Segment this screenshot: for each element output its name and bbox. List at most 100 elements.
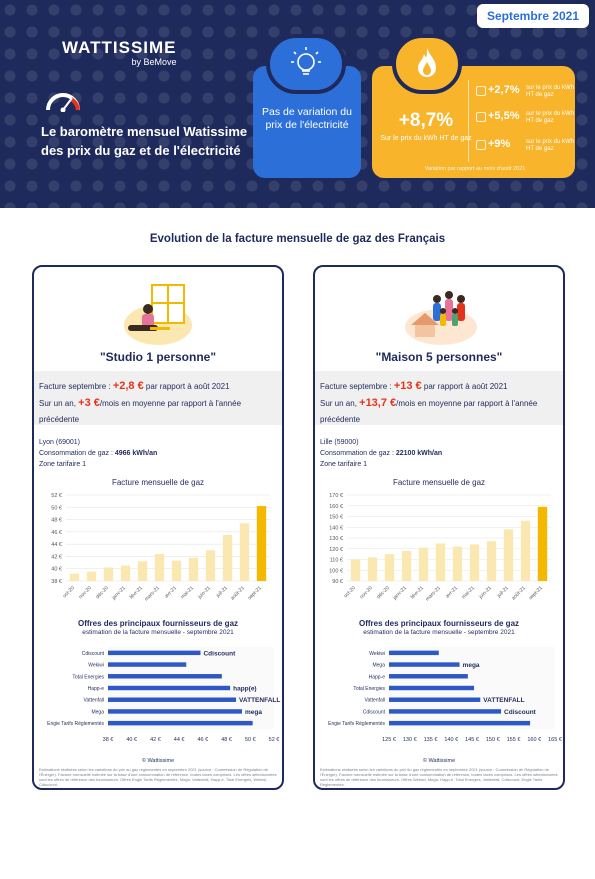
city-label: Lyon (69001) xyxy=(39,439,80,446)
supplier-label: Happ-e xyxy=(369,674,386,680)
monthly-bill-chart: 38 € 40 € 42 € 44 € 46 € 48 € 50 € 52 € oct-20 no… xyxy=(51,493,270,602)
gas-main-value: +8,7% xyxy=(398,110,454,131)
supplier-bar xyxy=(108,674,222,679)
bar xyxy=(137,561,148,581)
supplier-bar xyxy=(108,650,201,656)
x-tick-label: nov-20 xyxy=(78,585,93,600)
consumption-value: 4966 kWh/an xyxy=(114,450,158,457)
bar xyxy=(520,520,531,581)
invoice-line1-suffix: par rapport à août 2021 xyxy=(143,382,230,391)
gas-item-label: sur le prix du kWh HT de gaz xyxy=(526,139,575,152)
supplier-label: Total Energies xyxy=(353,686,385,692)
supplier-bar xyxy=(389,685,475,691)
x-tick-label: sept-21 xyxy=(247,585,263,601)
invoice-month-change: +13 € xyxy=(393,380,422,392)
x-tick-label: août-21 xyxy=(230,585,246,601)
x-tick-label: 140 € xyxy=(444,737,458,743)
card-house: "Maison 5 personnes" Facture septembre :… xyxy=(313,265,565,790)
x-tick-label: déc-20 xyxy=(95,585,110,600)
x-tick-label: 44 € xyxy=(174,737,185,743)
supplier-logo: mega xyxy=(463,662,480,669)
y-tick-label: 160 € xyxy=(329,504,343,510)
invoice-summary: Facture septembre : +13 € par rapport à … xyxy=(315,371,563,425)
x-tick-label: mars-21 xyxy=(425,585,442,602)
x-tick-label: mai-21 xyxy=(180,585,195,600)
consumption-label: Consommation de gaz : xyxy=(39,450,115,457)
lightbulb-icon xyxy=(291,47,321,75)
x-tick-label: 50 € xyxy=(245,737,256,743)
wattissime-logo: WATTISSIME by BeMove xyxy=(62,38,177,67)
water-heater-icon xyxy=(476,112,486,122)
supplier-label: Total Energies xyxy=(72,674,104,680)
x-tick-label: juin-21 xyxy=(477,585,493,601)
supplier-bar xyxy=(389,674,468,679)
supplier-logo: happ(e) xyxy=(233,686,256,693)
x-tick-label: mai-21 xyxy=(461,585,476,600)
bar xyxy=(103,567,114,581)
invoice-month-change: +2,8 € xyxy=(112,380,144,392)
invoice-summary: Facture septembre : +2,8 € par rapport à… xyxy=(34,371,282,425)
electricity-text: Pas de variation du prix de l'électricit… xyxy=(262,106,352,131)
supplier-logo: VATTENFALL xyxy=(483,697,524,704)
y-tick-label: 42 € xyxy=(51,554,62,560)
gauge-icon xyxy=(46,93,80,112)
bar xyxy=(120,565,131,581)
consumption-label: Consommation de gaz : xyxy=(320,450,396,457)
supplier-bar xyxy=(389,662,460,667)
invoice-line2-prefix: Sur un an, xyxy=(39,399,79,408)
card-title: "Studio 1 personne" xyxy=(99,350,217,364)
logo-main-text: WATTISSIME xyxy=(62,38,177,57)
supplier-bar xyxy=(108,685,231,691)
y-tick-label: 50 € xyxy=(51,505,62,511)
date-badge: Septembre 2021 xyxy=(477,4,589,28)
city-label: Lille (59000) xyxy=(320,439,359,446)
y-tick-label: 130 € xyxy=(329,536,343,542)
x-tick-label: 46 € xyxy=(197,737,208,743)
supplier-label: Wekiwi xyxy=(88,663,104,669)
y-tick-label: 90 € xyxy=(332,579,343,585)
x-tick-label: sept-21 xyxy=(528,585,544,601)
gas-item-value: +2,7% xyxy=(488,84,520,96)
person-at-window-illustration xyxy=(124,284,192,345)
x-tick-label: 40 € xyxy=(126,737,137,743)
invoice-line2-prefix: Sur un an, xyxy=(320,399,360,408)
bar xyxy=(435,543,446,581)
bar xyxy=(384,554,395,581)
supplier-label: Cdiscount xyxy=(363,709,386,715)
gas-divider xyxy=(468,80,469,162)
supplier-bar xyxy=(389,709,502,714)
supplier-bar xyxy=(389,697,481,702)
suppliers-chart: Wekiwi Mega mega Happ-e Total Energies Vatten… xyxy=(328,647,562,743)
y-tick-label: 120 € xyxy=(329,547,343,553)
family-house-illustration xyxy=(405,291,477,345)
y-tick-label: 48 € xyxy=(51,518,62,524)
invoice-line1-prefix: Facture septembre : xyxy=(320,382,394,391)
supplier-label: Engie Tarifs Réglementés xyxy=(328,721,385,727)
supplier-logo: VATTENFALL xyxy=(239,697,280,704)
supplier-bar xyxy=(108,709,242,714)
supplier-label: Engie Tarifs Réglementés xyxy=(47,721,104,727)
tariff-zone: Zone tarifaire 1 xyxy=(320,461,368,468)
gas-main-label: Sur le prix du kWh HT de gaz xyxy=(380,135,472,142)
page-title: Le baromètre mensuel Watissime des prix … xyxy=(41,124,248,158)
invoice-year-change: +13,7 € xyxy=(359,397,397,409)
card-studio: "Studio 1 personne" Facture septembre : … xyxy=(32,265,284,790)
x-tick-label: oct-20 xyxy=(62,585,76,599)
x-tick-label: févr-21 xyxy=(410,585,425,600)
gas-item-label: sur le prix du kWh HT de gaz xyxy=(526,111,575,124)
x-tick-label: juil-21 xyxy=(215,585,230,600)
supplier-label: Mega xyxy=(372,663,385,669)
x-tick-label: 38 € xyxy=(103,737,114,743)
x-tick-label: 42 € xyxy=(150,737,161,743)
section-title: Evolution de la facture mensuelle de gaz… xyxy=(149,233,446,245)
logo-sub-text: by BeMove xyxy=(131,57,177,67)
profile-meta: Lyon (69001) Consommation de gaz : 4966 … xyxy=(39,437,157,470)
invoice-line1-prefix: Facture septembre : xyxy=(39,382,113,391)
bar xyxy=(86,571,97,581)
radiator-icon xyxy=(476,140,486,150)
supplier-logo: mega xyxy=(245,709,262,716)
x-tick-label: mars-21 xyxy=(144,585,161,602)
invoice-line1-suffix: par rapport à août 2021 xyxy=(421,382,508,391)
bar xyxy=(503,529,514,581)
y-tick-label: 140 € xyxy=(329,525,343,531)
